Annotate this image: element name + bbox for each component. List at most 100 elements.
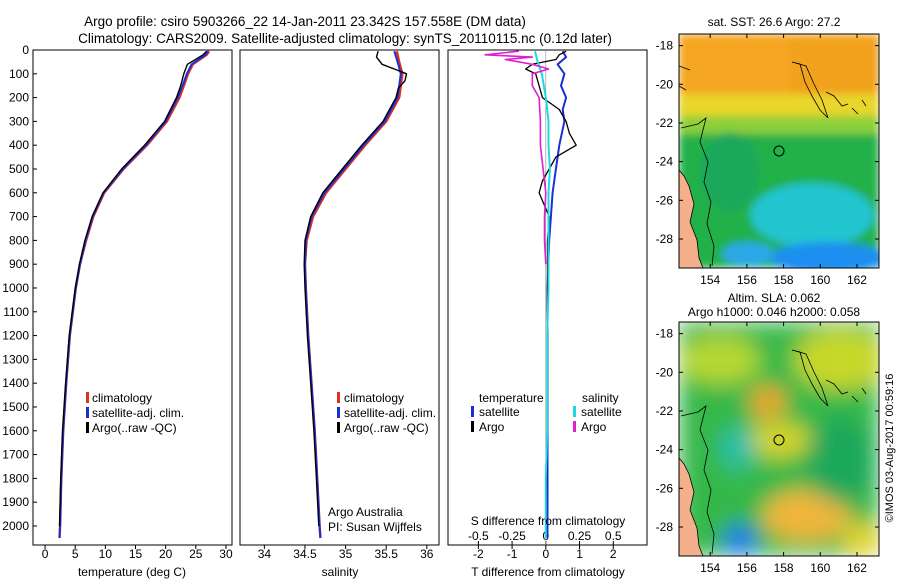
x-tick-label: 2	[610, 547, 617, 561]
legend-swatch-t-argo	[471, 421, 474, 432]
depth-tick-label: 300	[9, 114, 29, 128]
sla-map-frame	[678, 321, 880, 557]
legend-label-argo: Argo(..raw -QC)	[344, 421, 429, 435]
difference-x-axes: -2 -1 0 1 2-0.5 -0.25 0 0.25 0.5	[468, 529, 622, 561]
depth-tick-label: 0	[22, 43, 29, 57]
sla-reef-contour	[791, 349, 829, 407]
depth-tick-label: 600	[9, 186, 29, 200]
legend-swatch-satellite	[337, 407, 340, 418]
sla-blue-sw	[724, 524, 756, 556]
depth-tick-label: 800	[9, 233, 29, 247]
sla-map-subtitle: Argo h1000: 0.046 h2000: 0.058	[688, 305, 860, 319]
s-difference-xlabel: S difference from climatology	[471, 514, 626, 528]
x-tick-label: -1	[507, 547, 518, 561]
depth-tick-label: 1100	[3, 305, 29, 319]
annotation-pi: PI: Susan Wijffels	[328, 520, 422, 534]
x-tick-label: 10	[99, 547, 113, 561]
series-line-salinity-argo	[484, 50, 550, 265]
salinity-lines	[303, 50, 408, 538]
depth-tick-label: 500	[9, 162, 29, 176]
imos-credit: ©IMOS 03-Aug-2017 00:59:16	[884, 374, 896, 523]
temperature-legend: climatology satellite-adj. clim. Argo(..…	[86, 391, 184, 435]
depth-tick-label: 1200	[2, 329, 29, 343]
map-lon-label: 158	[774, 561, 794, 575]
sla-coastline-land	[679, 457, 704, 556]
sla-green-east	[806, 416, 874, 504]
series-line-salinity-satellite	[534, 50, 551, 538]
sst-map-title: sat. SST: 26.6 Argo: 27.2	[708, 15, 841, 29]
x-tick-label: 20	[159, 547, 173, 561]
legend-label-climatology: climatology	[344, 391, 404, 405]
map-lon-label: 158	[774, 273, 794, 287]
sst-island-contour	[825, 91, 867, 115]
legend-label-argo: Argo(..raw -QC)	[92, 421, 177, 435]
depth-tick-label: 1700	[2, 448, 29, 462]
legend-swatch-s-satellite	[573, 406, 576, 417]
depth-axis: 0 100 200 300 400 500 600 700 800 900 1000 1100 1200…	[2, 43, 37, 533]
map-lon-label: 160	[810, 561, 830, 575]
map-lat-label: -28	[656, 232, 674, 246]
sst-map-frame	[678, 33, 880, 269]
x-tick-label: 0	[42, 547, 49, 561]
x-tick-label: -2	[473, 547, 484, 561]
sla-map-field	[679, 322, 879, 556]
map-lon-label: 156	[737, 561, 757, 575]
legend-label-t-satellite: satellite	[479, 405, 520, 419]
difference-lines	[484, 50, 577, 545]
series-line-argo-raw-qc-	[303, 51, 408, 527]
sla-cyan-west	[720, 426, 756, 470]
depth-tick-label: 200	[9, 91, 29, 105]
sla-island-contour	[825, 379, 867, 403]
annotation-argo-australia: Argo Australia	[328, 505, 403, 519]
map-lat-label: -24	[656, 155, 674, 169]
depth-tick-label: 900	[9, 257, 29, 271]
temperature-x-axis: 0 5 10 15 20 25 30	[42, 545, 233, 561]
sst-map-axes: 154 156 158 160 162 -18 -20 -22 -24 -26 -28	[656, 34, 879, 287]
sst-cold-patch	[770, 242, 879, 268]
legend-swatch-climatology	[86, 392, 89, 403]
legend-swatch-t-satellite	[471, 406, 474, 417]
sla-yellow-center	[744, 422, 812, 458]
sla-map-panel: Altim. SLA: 0.062 Argo h1000: 0.046 h200…	[656, 291, 880, 575]
map-lat-label: -18	[656, 39, 674, 53]
sst-green-patch	[700, 132, 760, 212]
salinity-plot-frame	[239, 49, 440, 546]
series-line-satellite-adj-clim-	[304, 50, 402, 538]
depth-tick-label: 1400	[2, 376, 29, 390]
map-lat-label: -22	[656, 404, 674, 418]
x-tick-label: 15	[129, 547, 143, 561]
x-tick-label: 34	[258, 547, 272, 561]
temperature-panel: 0100200300400500600700800900100011001200…	[2, 43, 233, 579]
map-lat-label: -22	[656, 116, 674, 130]
depth-tick-label: 100	[9, 67, 29, 81]
x-tick-label: 36	[420, 547, 434, 561]
sst-yellow-band	[679, 94, 879, 118]
sst-coastline-land	[679, 169, 704, 268]
map-lon-label: 154	[700, 561, 720, 575]
depth-tick-label: 2000	[2, 519, 29, 533]
salinity-panel: 34 34.5 35 35.5 36 salinity climatology sate…	[239, 49, 440, 579]
sst-color-field	[679, 34, 879, 268]
temperature-lines	[58, 50, 211, 538]
legend-label-t-argo: Argo	[479, 420, 505, 434]
legend-label-climatology: climatology	[92, 391, 152, 405]
depth-tick-label: 1900	[2, 495, 29, 509]
map-lat-label: -20	[656, 365, 674, 379]
legend-title-temperature: temperature	[479, 391, 544, 405]
map-lon-label: 160	[810, 273, 830, 287]
sla-yellow-ne	[794, 330, 879, 390]
t-difference-xlabel: T difference from climatology	[471, 565, 625, 579]
map-lon-label: 154	[700, 273, 720, 287]
x-tick-label: -0.5	[468, 529, 489, 543]
sla-map-axes: 154 156 158 160 162 -18 -20 -22 -24 -26 -28	[656, 322, 879, 575]
legend-swatch-s-argo	[573, 421, 576, 432]
depth-tick-label: 1000	[2, 281, 29, 295]
sla-shelf-contour	[680, 405, 715, 555]
depth-tick-label: 700	[9, 210, 29, 224]
map-lat-label: -26	[656, 193, 674, 207]
figure-title-line2: Climatology: CARS2009. Satellite-adjuste…	[78, 31, 612, 46]
sla-color-field	[679, 322, 879, 556]
sst-map-field	[679, 34, 879, 268]
x-tick-label: 0.5	[605, 529, 622, 543]
